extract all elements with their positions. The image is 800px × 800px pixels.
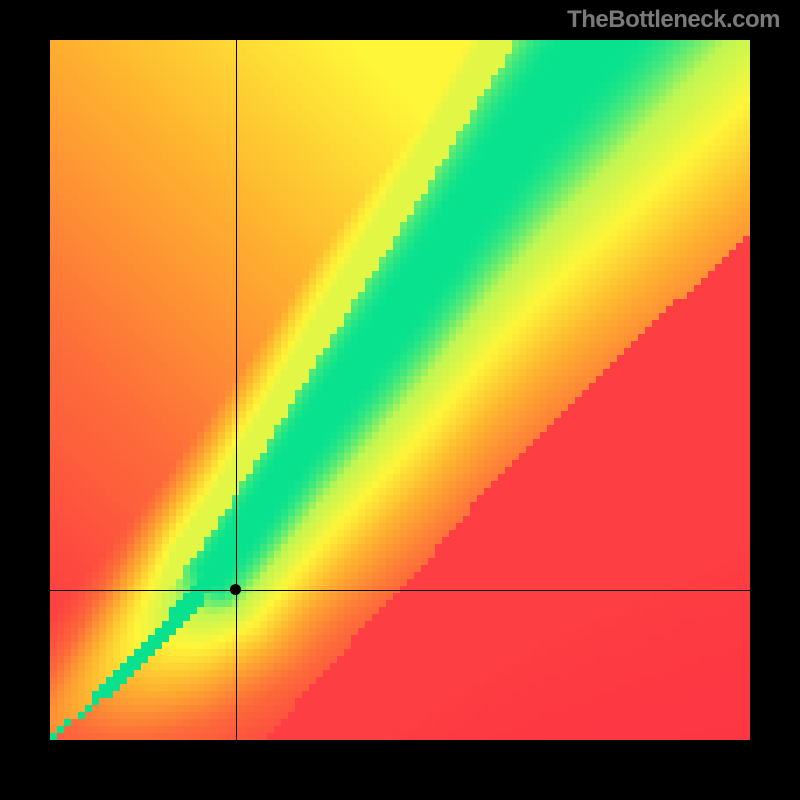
watermark-text: TheBottleneck.com xyxy=(567,6,780,34)
overlay-canvas xyxy=(50,40,750,740)
heatmap-plot xyxy=(50,40,750,740)
chart-container: TheBottleneck.com xyxy=(0,0,800,800)
